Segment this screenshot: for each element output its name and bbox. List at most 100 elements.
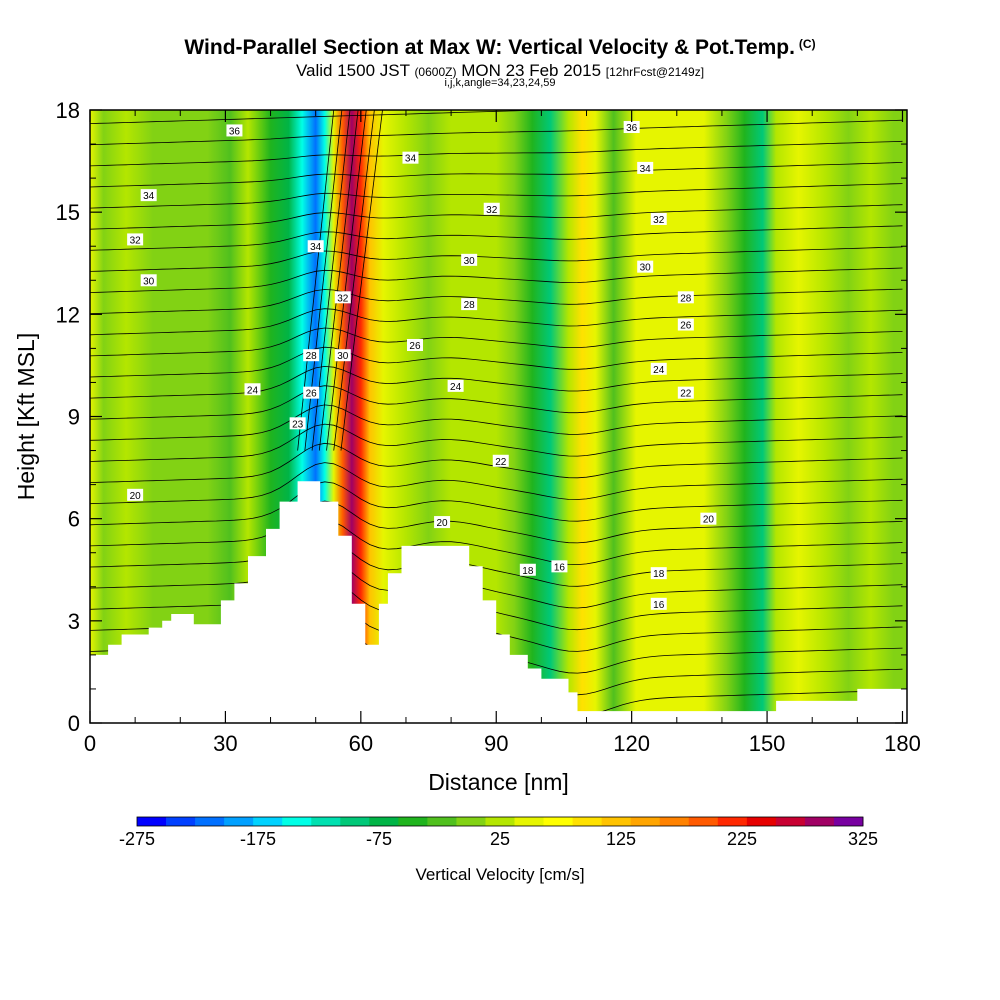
- x-tick-label: 60: [349, 731, 373, 756]
- contour-label-bg: [447, 379, 464, 392]
- valid-prefix: Valid 1500 JST: [295, 61, 410, 80]
- contour-label-text: 28: [680, 293, 692, 304]
- colorbar-swatch: [746, 817, 777, 826]
- theta-contour-line: [90, 481, 903, 526]
- x-tick-label: 30: [213, 731, 237, 756]
- contour-label-text: 24: [247, 385, 259, 396]
- contour-label-text: 16: [653, 600, 665, 611]
- contour-label-bg: [623, 121, 640, 134]
- y-tick-label: 12: [56, 302, 80, 327]
- y-tick-label: 9: [68, 405, 80, 430]
- theta-contour-line: [90, 78, 903, 103]
- theta-contour-line: [90, 140, 903, 167]
- valid-date: MON 23 Feb 2015: [461, 61, 602, 80]
- colorbar-swatch: [601, 817, 632, 826]
- theta-contour-label: 22: [492, 454, 509, 468]
- theta-contour-line: [90, 183, 903, 209]
- colorbar-swatch: [427, 817, 457, 826]
- contour-label-bg: [289, 417, 306, 430]
- contour-label-bg: [434, 516, 451, 529]
- colorbar-swatch: [253, 817, 283, 826]
- x-axis-label: Distance [nm]: [428, 769, 569, 795]
- colorbar-swatch: [195, 817, 225, 826]
- theta-contour-label: 18: [650, 567, 667, 580]
- chart-title-text: Wind-Parallel Section at Max W: Vertical…: [184, 36, 795, 59]
- contour-label-text: 30: [464, 256, 476, 267]
- colorbar-swatch: [572, 817, 603, 826]
- theta-contour-line: [333, 110, 375, 451]
- theta-contour-label: 32: [483, 202, 500, 216]
- theta-contour-label: 34: [637, 161, 654, 175]
- theta-contour-label: 30: [637, 260, 654, 274]
- contour-label-bg: [461, 298, 478, 311]
- colorbar-tick-label: 25: [490, 829, 510, 849]
- theta-contour-line: [90, 308, 903, 336]
- theta-contour-line: [90, 404, 903, 441]
- colorbar-tick-label: -175: [240, 829, 276, 849]
- theta-contour-label: 34: [140, 189, 157, 202]
- contour-label-text: 16: [554, 562, 566, 573]
- contour-label-bg: [226, 124, 243, 137]
- contour-label-bg: [492, 454, 509, 467]
- colorbar-tick-label: -75: [366, 829, 392, 849]
- theta-contour-label: 16: [551, 560, 568, 573]
- contour-label-text: 34: [405, 154, 417, 165]
- theta-contour-line: [90, 288, 903, 315]
- contour-label-text: 22: [495, 457, 507, 468]
- colorbar-swatch: [398, 817, 428, 826]
- y-axis-label: Height [Kft MSL]: [13, 333, 39, 500]
- contour-label-text: 30: [640, 263, 652, 274]
- colorbar-swatch: [514, 817, 544, 826]
- forecast-info: [12hrFcst@2149z]: [605, 65, 705, 79]
- contour-label-bg: [551, 560, 568, 573]
- colorbar-swatch: [804, 817, 835, 826]
- contour-label-text: 36: [626, 123, 638, 134]
- colorbar-swatch: [282, 817, 312, 826]
- contour-label-text: 20: [130, 491, 142, 502]
- y-tick-label: 0: [68, 711, 80, 736]
- contour-label-bg: [127, 233, 144, 246]
- theta-contour-line: [90, 225, 903, 251]
- x-tick-label: 180: [884, 731, 921, 756]
- theta-contour-label: 24: [650, 362, 667, 376]
- contour-label-bg: [483, 202, 500, 215]
- contour-label-text: 32: [653, 215, 665, 226]
- colorbar-tick-label: 225: [727, 829, 757, 849]
- colorbar-frame: [136, 816, 864, 827]
- theta-contour-label: 28: [677, 291, 694, 304]
- colorbar-swatch: [166, 817, 196, 826]
- contour-label-text: 26: [680, 321, 692, 332]
- y-tick-label: 15: [56, 200, 80, 225]
- contour-label-text: 32: [130, 235, 142, 246]
- theta-contour-label: 26: [677, 318, 694, 332]
- contour-label-text: 28: [464, 300, 476, 311]
- theta-contour-label: 36: [226, 124, 243, 137]
- y-tick-label: 3: [68, 609, 80, 634]
- colorbar-swatch: [224, 817, 254, 826]
- colorbar-swatch: [311, 817, 341, 826]
- contour-label-bg: [637, 161, 654, 174]
- contour-label-text: 23: [292, 419, 304, 430]
- contour-label-bg: [406, 338, 423, 351]
- contour-label-text: 32: [486, 205, 498, 216]
- contour-label-bg: [650, 567, 667, 580]
- grid-indices: i,j,k,angle=34,23,24,59: [444, 77, 556, 89]
- contour-label-text: 34: [143, 191, 155, 202]
- contour-label-bg: [700, 512, 717, 525]
- contour-label-text: 34: [310, 242, 322, 253]
- theta-contour-line: [90, 204, 903, 230]
- theta-contour-line: [90, 346, 903, 378]
- theta-contour-label: 30: [461, 253, 478, 267]
- theta-contour-label: 34: [307, 240, 324, 253]
- colorbar-swatch: [775, 817, 806, 826]
- theta-contour-label: 36: [623, 121, 640, 134]
- colorbar-label: Vertical Velocity [cm/s]: [415, 865, 584, 884]
- contour-label-text: 20: [703, 515, 715, 526]
- contour-label-text: 20: [437, 518, 449, 529]
- contour-label-text: 34: [640, 164, 652, 175]
- theta-contour-line: [90, 500, 903, 547]
- contour-label-bg: [307, 240, 324, 253]
- contour-label-bg: [334, 349, 351, 362]
- theta-contour-line: [318, 110, 359, 451]
- y-tick-label: 18: [56, 98, 80, 123]
